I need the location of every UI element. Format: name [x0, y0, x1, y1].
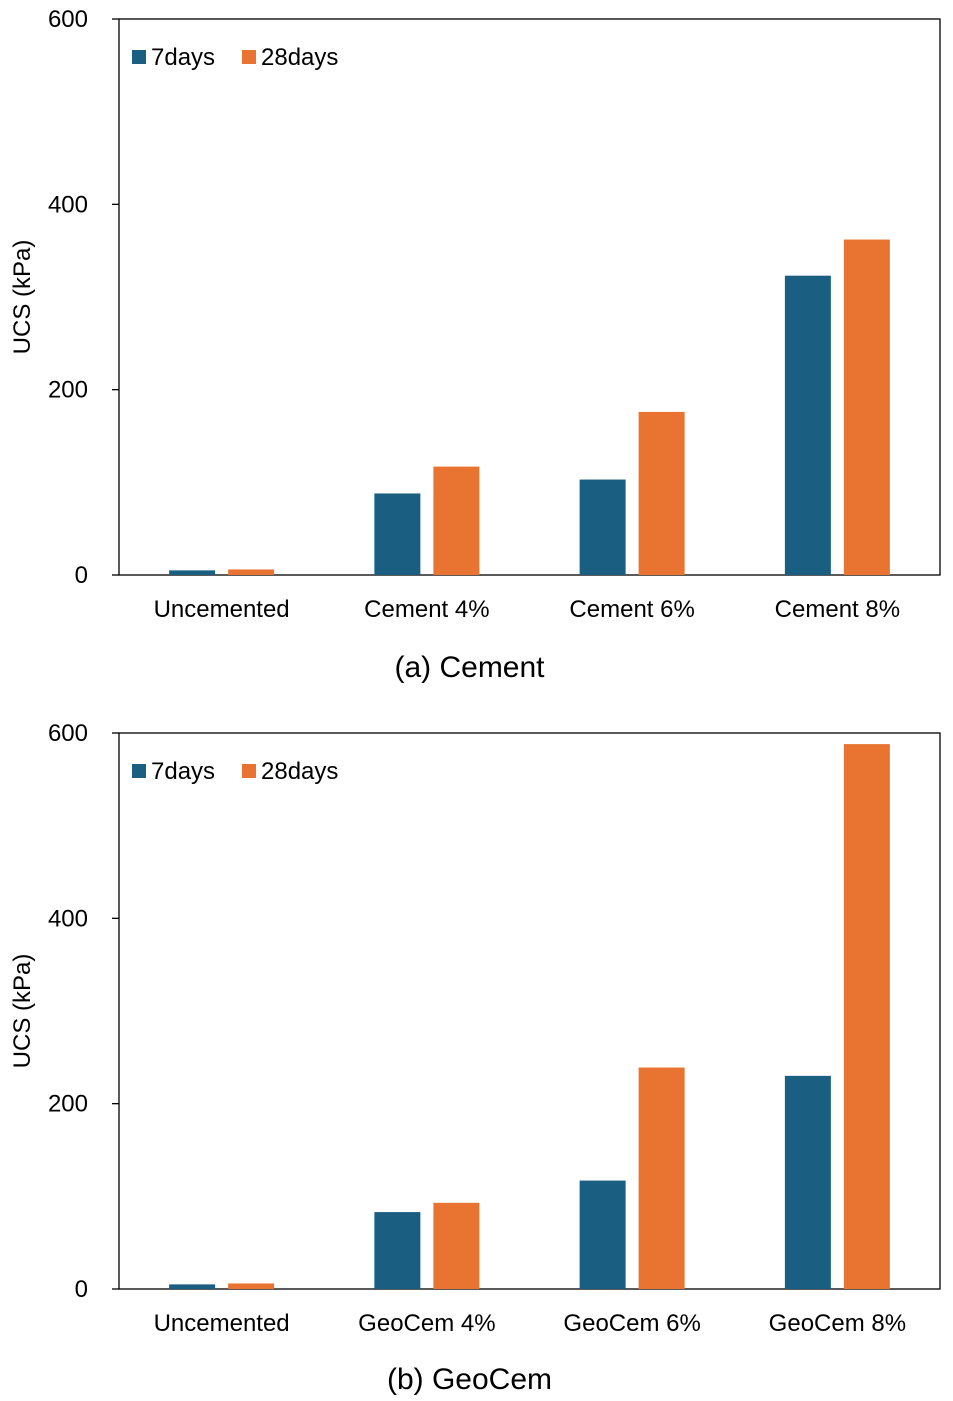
- legend-swatch-7days: [132, 764, 146, 778]
- x-tick-label: Uncemented: [154, 596, 290, 623]
- y-tick-label: 400: [48, 191, 88, 218]
- legend-swatch-28days: [242, 50, 256, 64]
- plot-frame: [118, 732, 941, 1290]
- bar-28days: [228, 1283, 275, 1289]
- bar-7days: [169, 570, 216, 575]
- chart-a: 0 200 400 600 UCS (kPa) Uncemented Cement 4% Ce…: [9, 6, 941, 684]
- bar-28days: [638, 411, 685, 575]
- legend-label-28days: 28days: [261, 758, 338, 785]
- y-tick-label: 0: [75, 562, 88, 589]
- y-axis-title: UCS (kPa): [9, 240, 36, 355]
- y-tick-label: 200: [48, 377, 88, 404]
- bar-7days: [169, 1284, 216, 1289]
- bar-7days: [784, 1075, 831, 1289]
- legend-label-7days: 7days: [151, 758, 215, 785]
- x-tick-label: GeoCem 4%: [358, 1310, 495, 1337]
- bar-28days: [843, 744, 890, 1289]
- y-axis-title: UCS (kPa): [9, 954, 36, 1069]
- y-tick-label: 200: [48, 1091, 88, 1118]
- bar-28days: [228, 569, 275, 575]
- x-tick-label: GeoCem 6%: [563, 1310, 700, 1337]
- bar-7days: [784, 275, 831, 575]
- bar-7days: [579, 1180, 626, 1289]
- x-tick-label: Uncemented: [154, 1310, 290, 1337]
- x-tick-label: Cement 8%: [775, 596, 900, 623]
- legend-label-7days: 7days: [151, 44, 215, 71]
- bar-28days: [433, 466, 480, 575]
- bar-7days: [374, 1212, 421, 1289]
- bar-7days: [374, 493, 421, 575]
- legend-swatch-28days: [242, 764, 256, 778]
- bar-28days: [433, 1202, 480, 1289]
- plot-frame: [118, 18, 941, 576]
- x-tick-label: GeoCem 8%: [769, 1310, 906, 1337]
- x-tick-label: Cement 6%: [569, 596, 694, 623]
- y-tick-label: 400: [48, 905, 88, 932]
- legend-label-28days: 28days: [261, 44, 338, 71]
- chart-caption: (a) Cement: [394, 651, 545, 684]
- x-tick-label: Cement 4%: [364, 596, 489, 623]
- bar-28days: [843, 239, 890, 575]
- chart-caption: (b) GeoCem: [387, 1363, 552, 1396]
- y-tick-label: 0: [75, 1276, 88, 1303]
- y-tick-label: 600: [48, 6, 88, 33]
- chart-b: 0 200 400 600 UCS (kPa) Uncemented GeoCem 4% Ge…: [9, 720, 941, 1396]
- y-tick-label: 600: [48, 720, 88, 747]
- legend-swatch-7days: [132, 50, 146, 64]
- bar-7days: [579, 479, 626, 575]
- bar-28days: [638, 1067, 685, 1289]
